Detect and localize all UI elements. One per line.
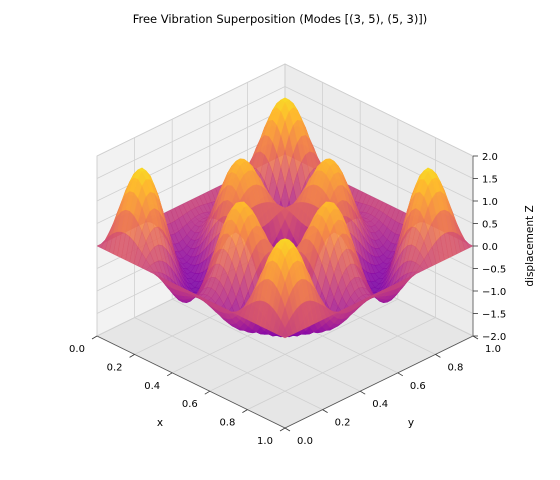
z-tick-label: 1.0	[482, 197, 498, 208]
y-tick-label: 1.0	[485, 344, 501, 355]
z-tick-label: 0.5	[482, 220, 498, 231]
y-tick-mark	[322, 409, 328, 413]
grid-line	[134, 317, 323, 410]
y-tick-mark	[284, 427, 291, 432]
y-tick-label: 0.4	[372, 399, 388, 410]
y-tick-mark	[397, 372, 404, 377]
y-tick-label: 0.0	[297, 436, 313, 447]
x-tick-label: 1.0	[257, 436, 273, 447]
z-tick-label: 1.5	[482, 175, 498, 186]
chart-title: Free Vibration Superposition (Modes [(3,…	[133, 12, 428, 26]
surface	[96, 97, 474, 339]
y-tick-label: 0.8	[447, 362, 463, 373]
y-axis-line	[284, 335, 474, 429]
grid-line	[284, 63, 474, 157]
z-tick-label: −1.0	[482, 287, 506, 298]
x-tick-mark	[129, 354, 135, 358]
z-tick-label: 0.0	[482, 242, 498, 253]
z-tick-label: −2.0	[482, 332, 506, 343]
z-tick-label: −0.5	[482, 265, 506, 276]
x-tick-mark	[204, 390, 211, 395]
axes: 0.00.20.40.60.81.0 0.00.20.40.60.81.0−2.0…	[69, 152, 506, 447]
x-tick-label: 0.2	[107, 362, 123, 373]
x-tick-mark	[166, 372, 173, 377]
z-tick-label: −1.5	[482, 310, 506, 321]
x-tick-label: 0.4	[144, 381, 160, 392]
x-tick-label: 0.8	[219, 418, 235, 429]
grid-line	[172, 298, 361, 392]
x-tick-label: 0.0	[69, 344, 85, 355]
y-tick-mark	[472, 335, 479, 340]
y-tick-mark	[359, 390, 366, 395]
x-axis-label: x	[157, 417, 163, 429]
x-tick-mark	[242, 409, 248, 413]
grid-line	[96, 86, 286, 179]
y-axis-label: y	[408, 417, 414, 429]
grid-line	[284, 86, 474, 179]
grid-line	[247, 317, 436, 410]
y-tick-mark	[435, 354, 441, 358]
x-tick-mark	[91, 335, 98, 340]
x-axis-line	[96, 335, 286, 429]
y-tick-label: 0.6	[410, 381, 426, 392]
x-tick-mark	[279, 427, 286, 432]
y-tick-label: 0.2	[335, 418, 351, 429]
grid-line	[96, 63, 286, 157]
z-tick-label: 2.0	[482, 152, 498, 163]
surface-patch	[280, 327, 290, 339]
x-tick-label: 0.6	[182, 399, 198, 410]
z-axis-label: displacement Z	[524, 205, 536, 286]
grid-line	[209, 298, 398, 392]
